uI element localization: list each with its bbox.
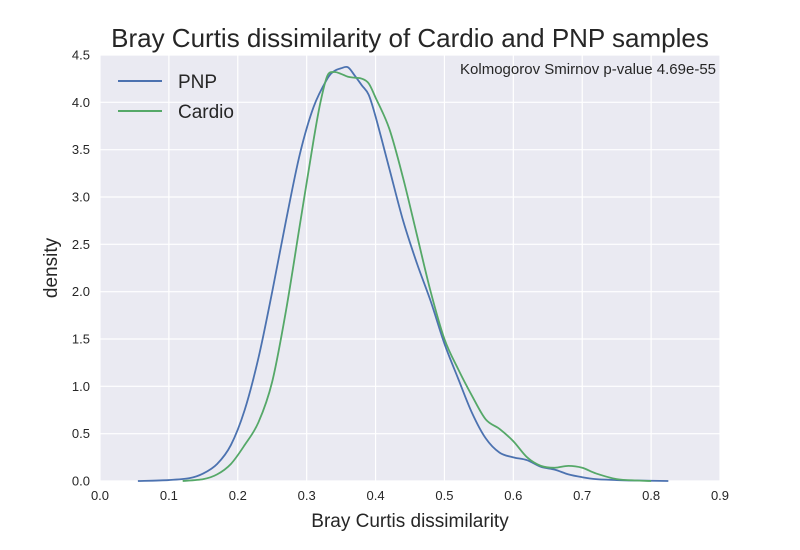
x-tick-labels: 0.0 0.1 0.2 0.3 0.4 0.5 0.6 0.7 0.8 0.9 — [91, 488, 729, 503]
series-line-pnp — [137, 65, 669, 482]
x-tick-label: 0.8 — [642, 488, 660, 503]
legend: PNP Cardio — [118, 72, 234, 123]
x-tick-label: 0.0 — [91, 488, 109, 503]
y-tick-label: 3.0 — [72, 190, 90, 205]
x-tick-label: 0.4 — [367, 488, 385, 503]
y-tick-label: 1.5 — [72, 332, 90, 347]
x-tick-label: 0.1 — [160, 488, 178, 503]
x-tick-label: 0.2 — [229, 488, 247, 503]
x-tick-label: 0.7 — [573, 488, 591, 503]
legend-label-pnp: PNP — [178, 72, 217, 93]
ks-pvalue-annotation: Kolmogorov Smirnov p-value 4.69e-55 — [460, 61, 716, 78]
chart-title: Bray Curtis dissimilarity of Cardio and … — [111, 23, 709, 53]
x-tick-label: 0.9 — [711, 488, 729, 503]
x-tick-label: 0.3 — [298, 488, 316, 503]
y-tick-labels: 0.0 0.5 1.0 1.5 2.0 2.5 3.0 3.5 4.0 4.5 — [72, 48, 90, 489]
x-axis-label: Bray Curtis dissimilarity — [311, 511, 509, 532]
y-tick-label: 2.0 — [72, 284, 90, 299]
y-tick-label: 0.5 — [72, 426, 90, 441]
y-tick-label: 2.5 — [72, 237, 90, 252]
legend-label-cardio: Cardio — [178, 102, 234, 123]
grid-lines — [99, 54, 721, 482]
y-tick-label: 4.5 — [72, 48, 90, 63]
y-tick-label: 1.0 — [72, 379, 90, 394]
y-tick-label: 4.0 — [72, 95, 90, 110]
y-axis-label: density — [41, 237, 62, 298]
y-tick-label: 3.5 — [72, 142, 90, 157]
series-lines — [137, 65, 669, 482]
series-line-cardio — [182, 71, 652, 482]
plot-area — [100, 55, 720, 481]
y-tick-label: 0.0 — [72, 474, 90, 489]
x-tick-label: 0.5 — [435, 488, 453, 503]
x-tick-label: 0.6 — [504, 488, 522, 503]
